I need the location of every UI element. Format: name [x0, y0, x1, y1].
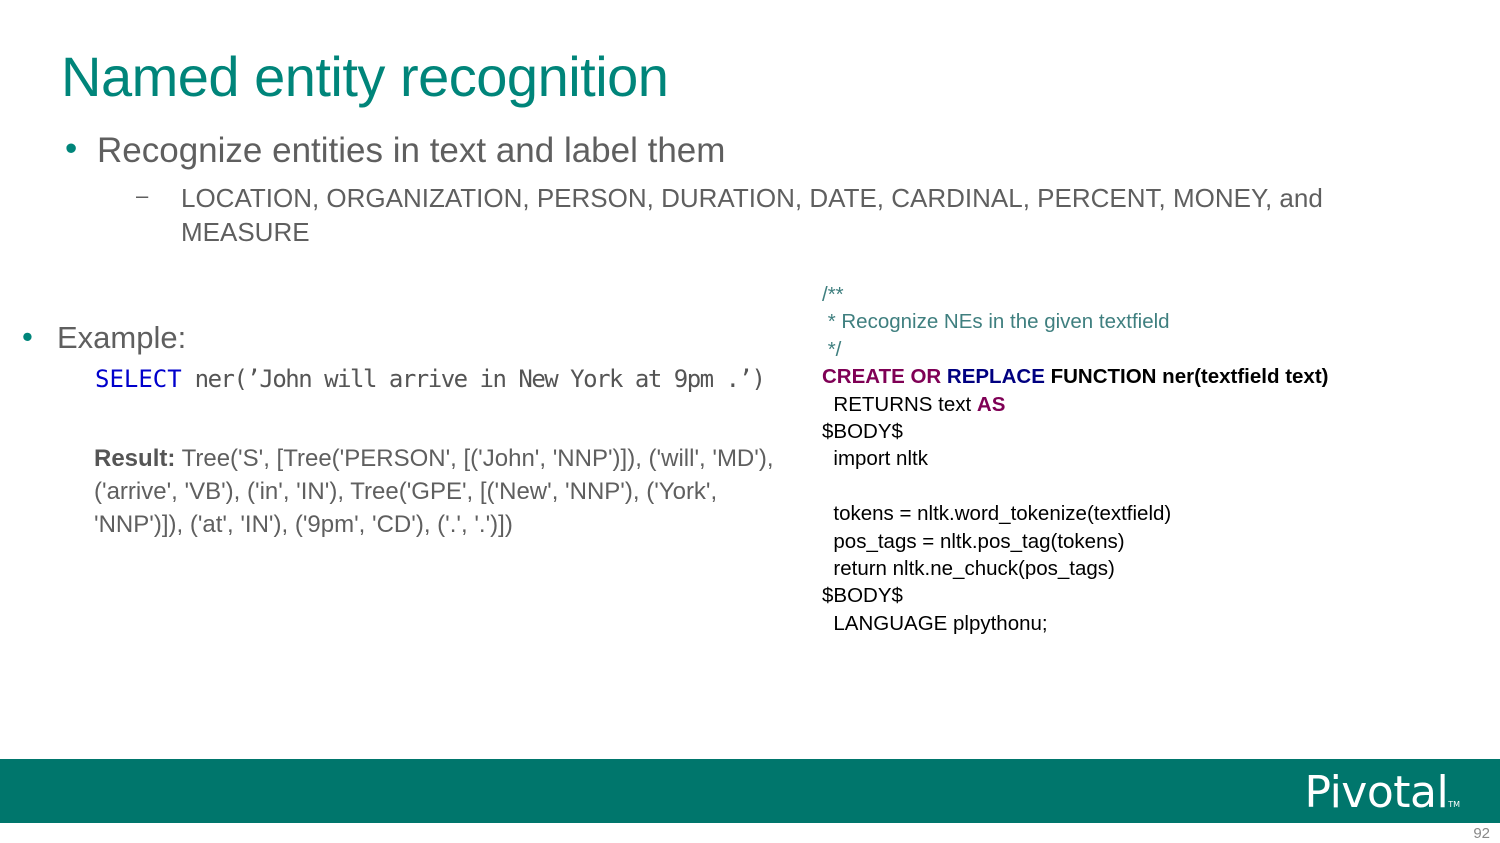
slide-title: Named entity recognition	[61, 45, 669, 108]
bullet-dot-icon: •	[65, 129, 78, 168]
code-line: $BODY$	[822, 584, 903, 608]
code-line: RETURNS text AS	[822, 391, 1462, 418]
code-line	[822, 473, 1462, 500]
code-returns: RETURNS text	[822, 392, 977, 416]
sql-example: SELECT ner(’John will arrive in New York…	[95, 365, 766, 393]
code-block: /** * Recognize NEs in the given textfie…	[822, 281, 1462, 637]
code-line: * Recognize NEs in the given textfield	[822, 310, 1170, 334]
code-line: pos_tags = nltk.pos_tag(tokens)	[822, 529, 1125, 553]
code-line: return nltk.ne_chuck(pos_tags)	[822, 556, 1115, 580]
sub-bullet-text: LOCATION, ORGANIZATION, PERSON, DURATION…	[181, 183, 1323, 247]
logo-text: Pivotal	[1304, 767, 1449, 818]
code-line: $BODY$	[822, 419, 903, 443]
logo-trademark: TM	[1448, 800, 1460, 809]
code-keyword: REPLACE	[946, 365, 1045, 389]
code-line: */	[822, 337, 842, 361]
code-line: /**	[822, 283, 844, 306]
sql-call: ner(’John will arrive in New York at 9pm…	[181, 365, 766, 393]
bullet-dot-icon: •	[22, 319, 33, 354]
footer-bar: PivotalTM	[0, 759, 1500, 823]
sub-bullet-dash: –	[136, 183, 149, 208]
code-line: import nltk	[822, 447, 928, 471]
pivotal-logo: PivotalTM	[1305, 767, 1461, 818]
result-label: Result:	[94, 445, 176, 472]
code-function-signature: FUNCTION ner(textfield text)	[1044, 365, 1329, 389]
code-line: CREATE OR REPLACE FUNCTION ner(textfield…	[822, 363, 1462, 390]
page-number: 92	[1473, 825, 1490, 842]
code-line: LANGUAGE plpythonu;	[822, 611, 1048, 635]
result-block: Result: Tree('S', [Tree('PERSON', [('Joh…	[94, 442, 804, 541]
example-label: Example:	[57, 320, 187, 355]
sql-keyword: SELECT	[95, 365, 182, 393]
code-keyword: CREATE OR	[822, 365, 947, 389]
result-text: Tree('S', [Tree('PERSON', [('John', 'NNP…	[94, 445, 774, 538]
code-line: tokens = nltk.word_tokenize(textfield)	[822, 502, 1172, 526]
code-keyword: AS	[976, 392, 1006, 416]
main-bullet-text: Recognize entities in text and label the…	[97, 131, 726, 170]
